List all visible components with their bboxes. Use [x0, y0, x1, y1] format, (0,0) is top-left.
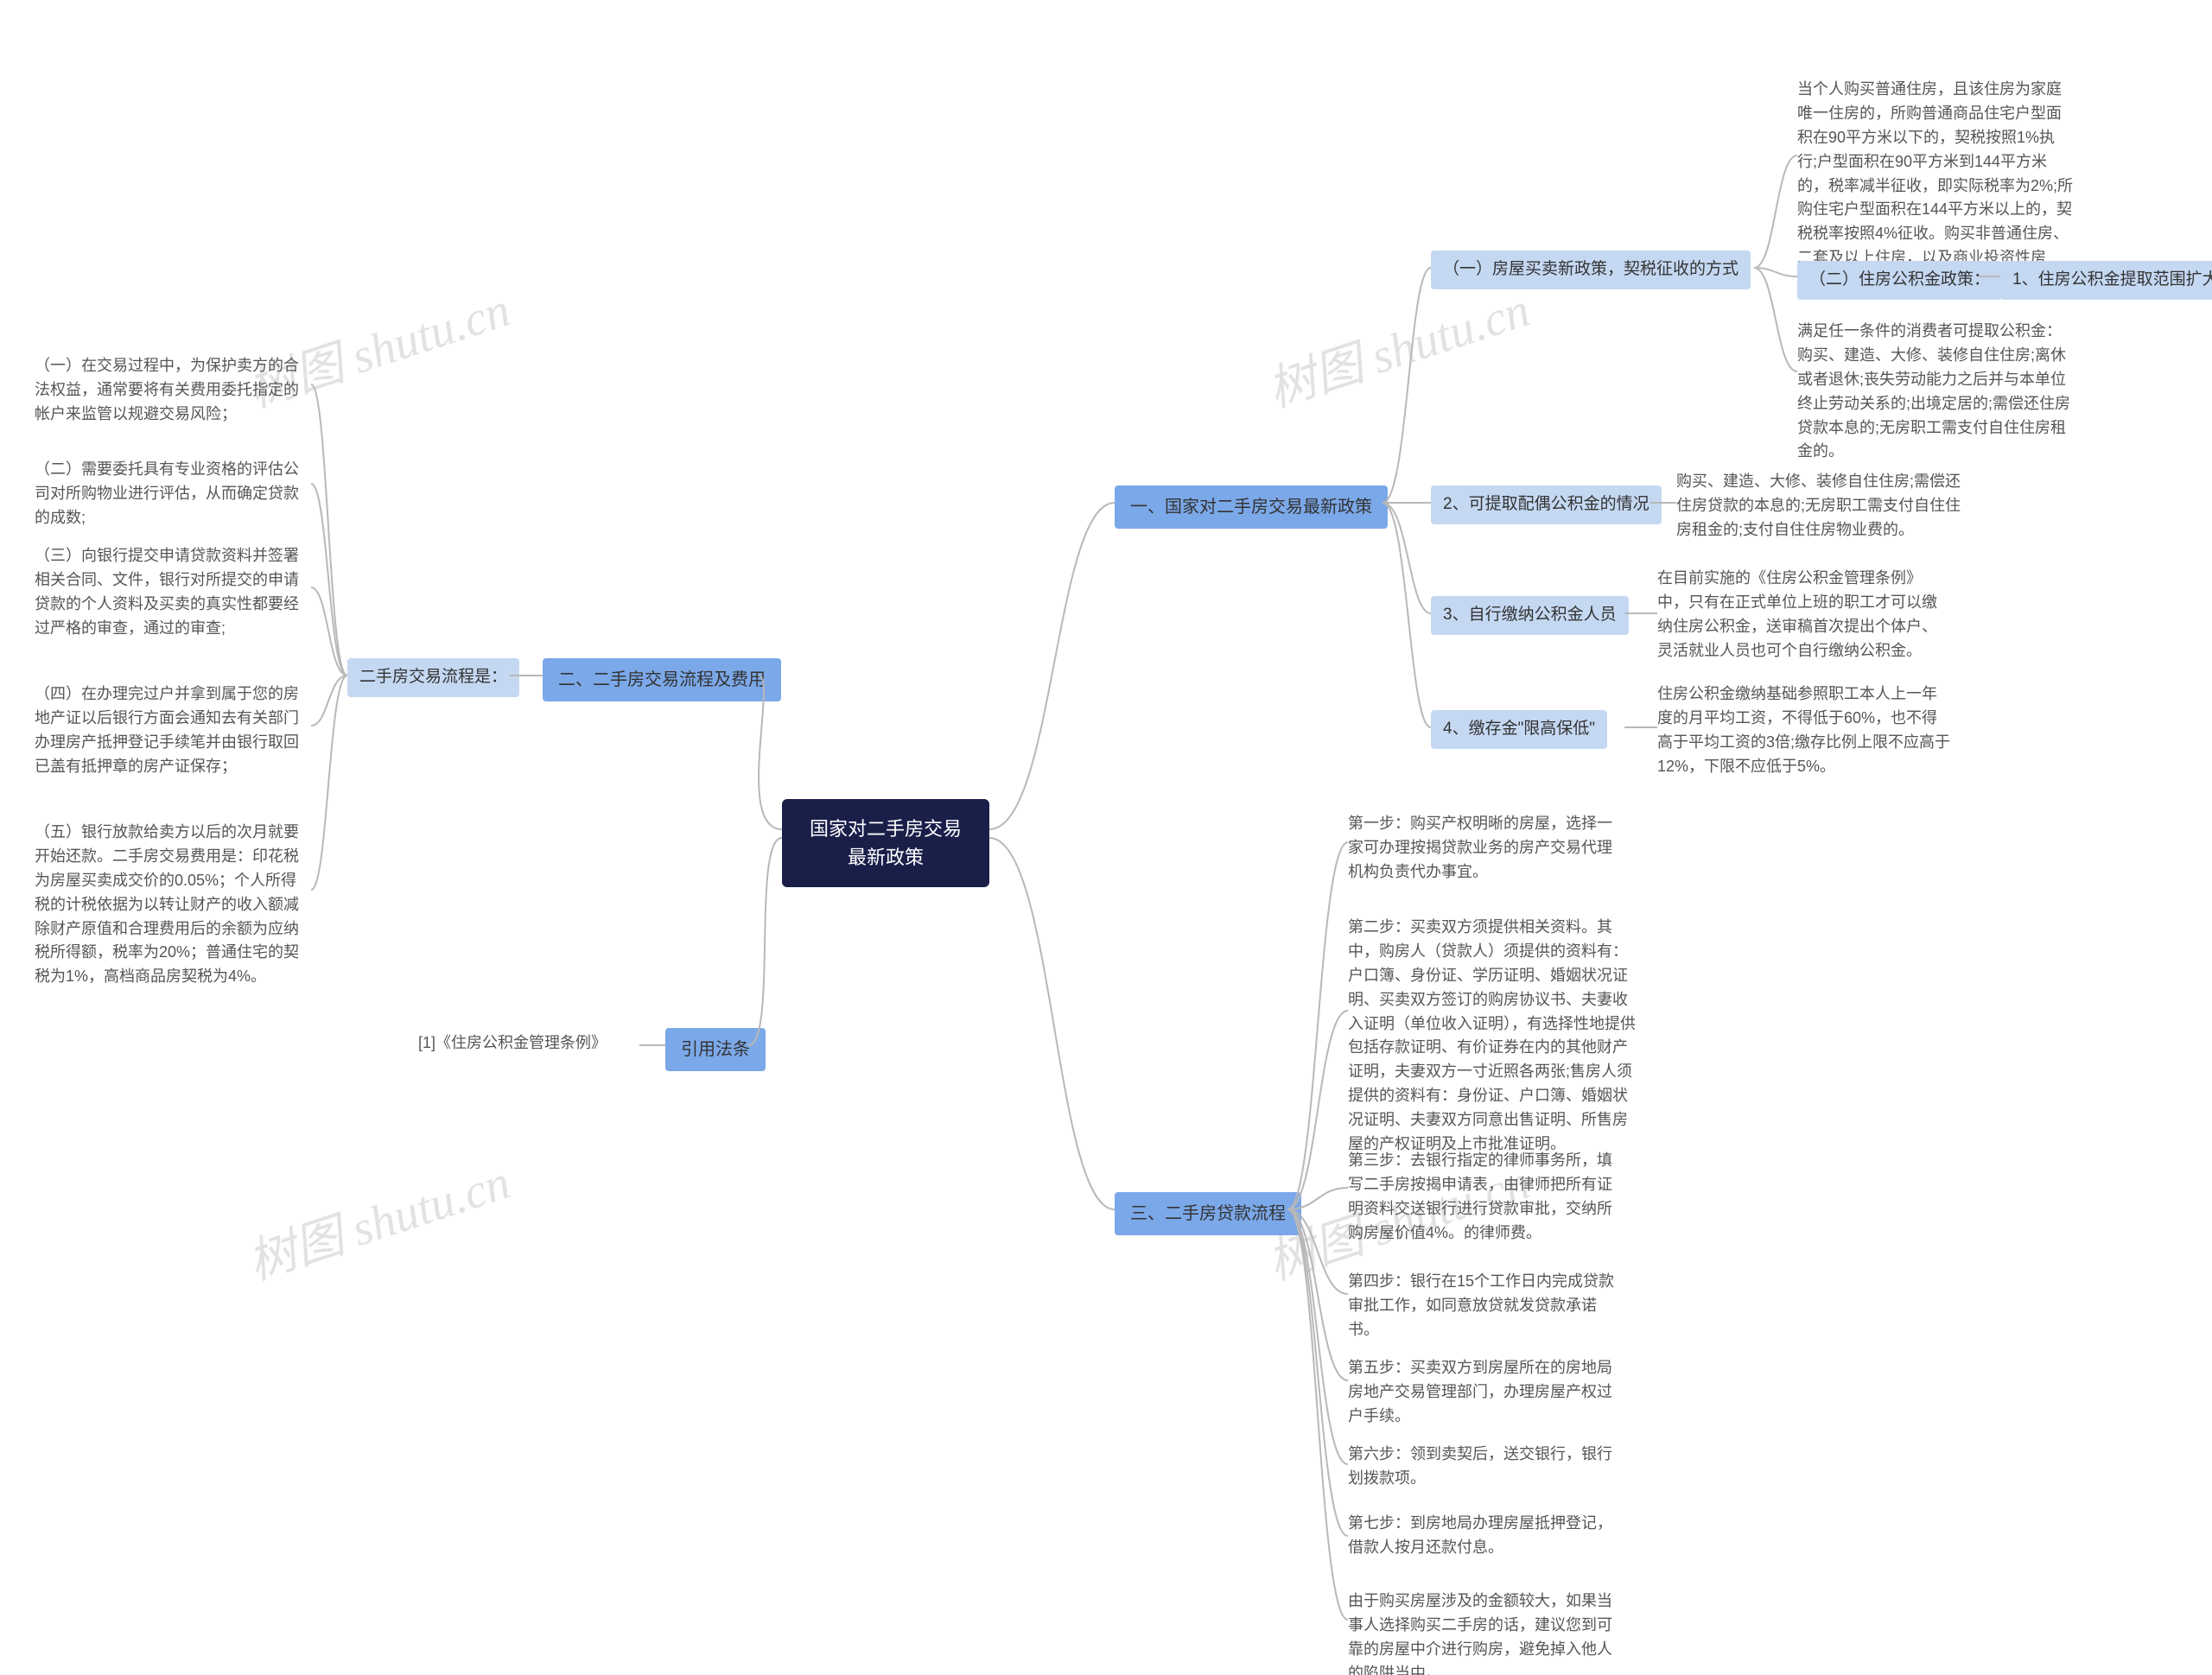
connectors: [0, 0, 2212, 1675]
mindmap-canvas: 树图 shutu.cn 树图 shutu.cn 树图 shutu.cn 树图 s…: [0, 0, 2212, 1675]
